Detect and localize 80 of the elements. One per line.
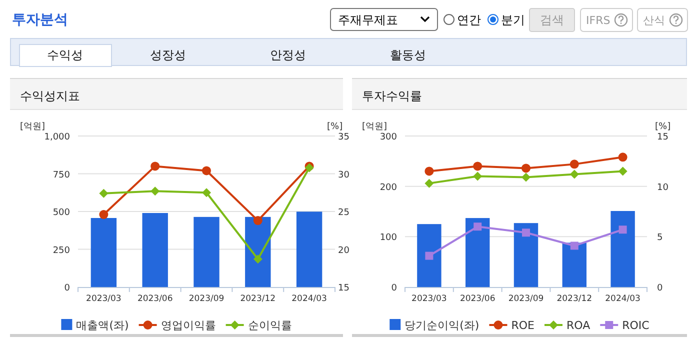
y-tick-label: 250 [52,246,70,256]
x-tick-label: 2023/09 [508,294,544,304]
point [202,188,211,198]
point [570,170,579,179]
point [99,210,108,220]
y-tick-label: 100 [380,233,398,244]
point [618,166,628,176]
text: IFRS [586,14,610,27]
text: 투자분석 [12,12,68,28]
point [522,228,530,237]
x-tick-label: 2023/03 [412,294,447,304]
x-tick-label: 2023/06 [137,294,173,304]
text: 분기 [501,13,525,27]
point [570,242,578,250]
point [99,188,108,198]
y2-tick-label: 5 [657,233,663,244]
point [424,178,434,188]
x-tick-label: 2024/03 [605,294,640,304]
x-tick-label: 2024/03 [292,294,327,304]
bar [417,224,442,287]
y2-axis-title: [%] [655,122,671,132]
chart-title: 수익성지표 [20,89,80,103]
point [150,186,160,196]
point [618,152,628,162]
text: 성장성 [150,48,186,62]
text: 수익성 [47,48,83,62]
y2-tick-label: 15 [657,132,668,142]
y2-tick-label: 10 [657,182,669,193]
y2-tick-label: 15 [338,284,350,294]
legend-label: 영업이익률 [160,319,216,332]
point [522,164,530,173]
text: 주재무제표 [338,13,398,27]
legend-label: 당기순이익(좌) [404,319,480,332]
point [150,162,160,171]
text: 검색 [540,13,564,27]
y-tick-label: 200 [380,182,398,193]
point [202,166,211,176]
point [474,222,482,231]
y2-tick-label: 20 [338,246,350,256]
y2-tick-label: 0 [657,284,663,294]
point [522,172,530,182]
point [425,252,434,260]
point [253,254,262,264]
y2-tick-label: 35 [338,132,350,142]
legend-label: ROA [566,319,591,332]
point [473,172,482,181]
x-tick-label: 2023/12 [556,294,592,304]
y-tick-label: 0 [64,284,70,294]
point [618,226,627,234]
x-tick-label: 2023/03 [86,294,122,304]
text: 연간 [457,13,481,27]
y-tick-label: 500 [52,208,70,218]
legend-label: ROE [511,319,535,332]
bar [562,242,586,287]
legend-label: 순이익률 [248,319,292,332]
y-tick-label: 300 [380,132,398,142]
text: 산식 [643,14,665,27]
x-tick-label: 2023/06 [460,294,496,304]
y-tick-label: 1,000 [44,132,70,142]
bar [466,218,490,287]
y2-tick-label: 30 [338,170,350,180]
text: 안정성 [270,48,306,62]
y-axis-title: [억원] [362,122,388,132]
point [424,166,434,176]
legend-label: ROIC [622,319,650,332]
bar [610,210,635,287]
point [570,160,579,169]
y2-axis-title: [%] [327,122,343,132]
y-tick-label: 750 [52,170,70,180]
y-tick-label: 0 [391,284,398,294]
legend-label: 매출액(좌) [76,319,129,332]
chart-title: 투자수익률 [362,89,422,103]
point [253,216,262,226]
x-tick-label: 2023/09 [188,294,224,304]
y2-tick-label: 25 [338,208,350,218]
point [473,162,482,171]
bar [514,223,538,287]
text: 활동성 [390,48,426,62]
y-axis-title: [억원] [20,122,46,132]
x-tick-label: 2023/12 [240,294,276,304]
